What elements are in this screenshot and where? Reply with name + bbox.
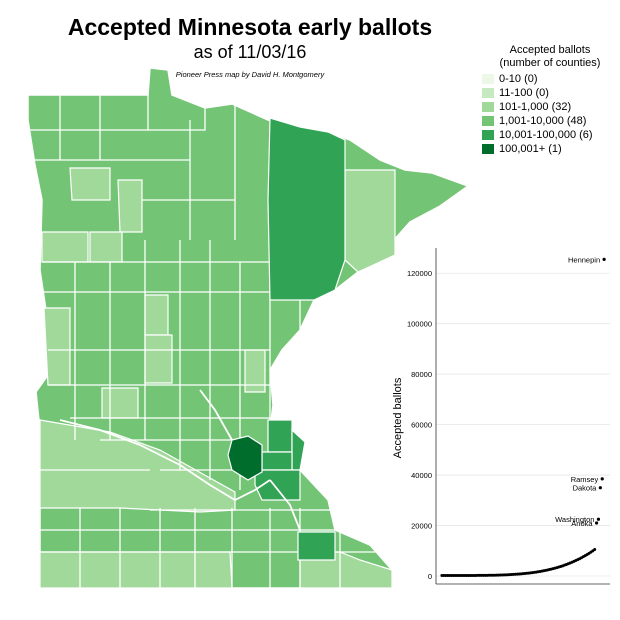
scatter-tick-label: 20000 <box>411 522 432 531</box>
legend-title: Accepted ballots (number of counties) <box>480 44 620 70</box>
legend-swatch-0 <box>482 74 494 84</box>
county-pope-area <box>144 334 173 384</box>
scatter-point-washington <box>596 517 601 521</box>
county-ramsey <box>261 451 293 471</box>
legend-item: 10,001-100,000 (6) <box>482 128 620 142</box>
legend-swatch-2 <box>482 102 494 112</box>
scatter-label-hennepin: Hennepin <box>568 255 600 264</box>
legend-label: 10,001-100,000 (6) <box>499 129 593 141</box>
scatter-label-anoka: Anoka <box>571 519 593 528</box>
scatter-label-washington: Washington <box>555 515 594 524</box>
scatter-point-hennepin <box>602 257 606 261</box>
county-washington <box>291 428 306 471</box>
scatter-points <box>440 257 606 577</box>
county-south-row <box>39 551 233 589</box>
legend-item: 101-1,000 (32) <box>482 100 620 114</box>
scatter-label-ramsey: Ramsey <box>571 475 599 484</box>
county-red-lake-area <box>117 179 143 233</box>
legend-item: 1,001-10,000 (48) <box>482 114 620 128</box>
scatter-tick-label: 120000 <box>407 269 432 278</box>
map-credit: Pioneer Press map by David H. Montgomery <box>175 70 325 79</box>
county-kanabec-area <box>244 349 266 393</box>
map-subtitle: as of 11/03/16 <box>193 42 307 62</box>
legend-label: 1,001-10,000 (48) <box>499 115 587 127</box>
county-anoka <box>267 419 293 453</box>
county-norman-area <box>41 231 89 263</box>
county-traverse-area <box>43 307 71 386</box>
legend-swatch-5 <box>482 144 494 154</box>
county-grant-area <box>144 294 169 336</box>
county-st-louis <box>267 117 346 301</box>
legend-label: 100,001+ (1) <box>499 143 562 155</box>
scatter-tick-label: 60000 <box>411 421 432 430</box>
legend-item: 0-10 (0) <box>482 72 620 86</box>
legend-item: 100,001+ (1) <box>482 142 620 156</box>
rivers <box>59 389 301 531</box>
county-mahnomen-area <box>89 231 123 263</box>
legend-label: 101-1,000 (32) <box>499 101 572 113</box>
legend-swatch-4 <box>482 130 494 140</box>
legend-label: 11-100 (0) <box>499 87 549 99</box>
county-dakota <box>254 469 301 501</box>
scatter-point-ramsey <box>600 477 604 481</box>
county-olmsted <box>297 531 336 561</box>
scatter-label-dakota: Dakota <box>573 484 598 493</box>
dark-counties <box>254 117 346 561</box>
map-title: Accepted Minnesota early ballots <box>67 14 433 40</box>
legend-swatch-3 <box>482 116 494 126</box>
scatter-ticks: 0 20000 40000 60000 80000 100000 120000 <box>407 269 432 581</box>
scatter-tick-label: 80000 <box>411 370 432 379</box>
county-lake-area <box>344 169 396 273</box>
county-lac-qui-parle-area <box>101 387 139 419</box>
legend-label: 0-10 (0) <box>499 73 538 85</box>
scatter-y-axis-label: Accepted ballots <box>392 377 404 458</box>
legend-item: 11-100 (0) <box>482 86 620 100</box>
legend-title-line2: (number of counties) <box>499 57 601 69</box>
scatter-tick-label: 40000 <box>411 471 432 480</box>
scatter-point <box>593 548 597 552</box>
county-kittson-area <box>69 167 111 201</box>
scatter-inset: Accepted ballots 0 20000 40000 60000 80000 10… <box>392 243 612 589</box>
scatter-tick-label: 0 <box>428 572 432 581</box>
county-hennepin <box>227 435 263 481</box>
map-legend: Accepted ballots (number of counties) 0-… <box>480 44 620 156</box>
scatter-point-dakota <box>598 486 602 490</box>
scatter-panel <box>400 243 612 589</box>
scatter-point-anoka <box>594 521 599 525</box>
scatter-tick-label: 100000 <box>407 320 432 329</box>
legend-title-line1: Accepted ballots <box>509 44 591 56</box>
light-counties <box>39 167 396 589</box>
legend-swatch-1 <box>482 88 494 98</box>
